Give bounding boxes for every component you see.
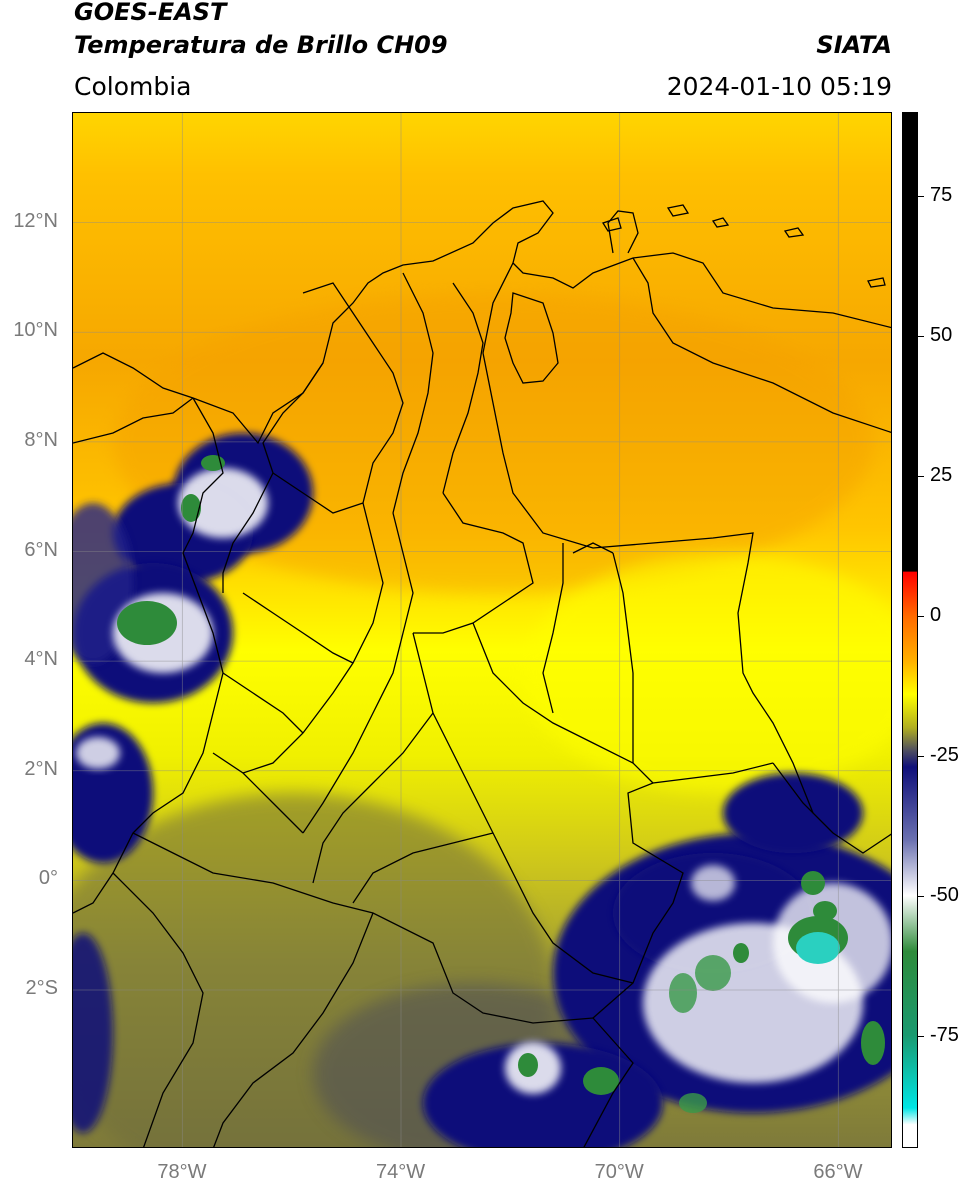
latitude-tick-label: 2°S [25,977,58,1000]
colorbar-tick-label: 0 [930,604,942,626]
colorbar-tick-mark [918,616,924,617]
brightness-temperature-field [73,113,891,1147]
satellite-title: GOES-EAST [74,0,227,26]
longitude-tick-label: 66°W [813,1161,863,1183]
latitude-tick-label: 8°N [24,428,58,451]
colorbar-tick-label: -25 [930,744,959,766]
colorbar-tick-label: 25 [930,464,953,486]
latitude-tick-label: 4°N [24,648,58,671]
longitude-tick-label: 74°W [376,1161,426,1183]
colorbar-tick-label: 75 [930,184,953,206]
datetime-label: 2024-01-10 05:19 [666,72,892,101]
very-cold-cloud-tops [76,468,891,1094]
colorbar-tick-label: -50 [930,884,959,906]
latitude-tick-label: 6°N [24,538,58,561]
latitude-tick-label: 12°N [13,209,58,232]
latitude-tick-label: 0° [38,867,58,890]
gridlines [73,113,891,1147]
colorbar-tick-mark [918,896,924,897]
latitude-tick-label: 10°N [13,319,58,342]
coldest-cloud-tops [117,455,885,1113]
colorbar-tick-mark [918,336,924,337]
colorbar [902,112,918,1148]
satellite-map [72,112,892,1148]
coastlines-and-borders [73,200,891,1147]
agency-label: SIATA [816,31,892,59]
colorbar-tick-mark [918,756,924,757]
colorbar-tick-label: -75 [930,1024,959,1046]
longitude-tick-label: 70°W [594,1161,644,1183]
colorbar-tick-mark [918,1036,924,1037]
product-title: Temperatura de Brillo CH09 [74,31,448,59]
longitude-tick-label: 78°W [157,1161,207,1183]
colorbar-tick-mark [918,476,924,477]
colorbar-tick-mark [918,196,924,197]
latitude-tick-label: 2°N [24,757,58,780]
colorbar-tick-label: 50 [930,324,953,346]
region-label: Colombia [74,72,192,101]
